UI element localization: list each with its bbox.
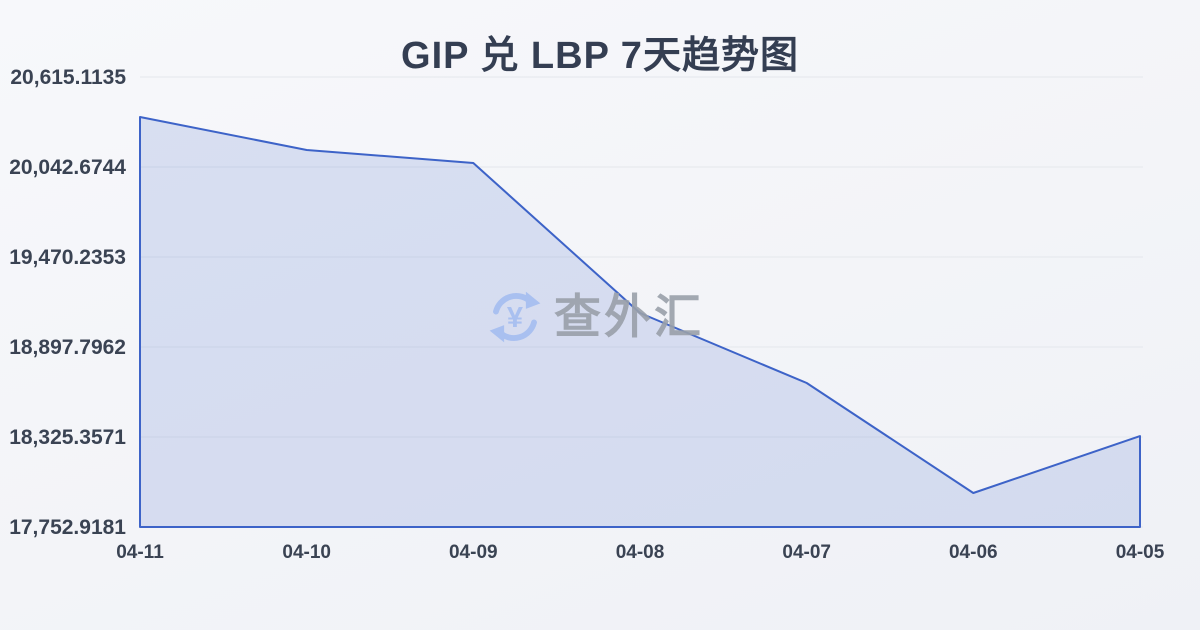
x-axis-tick-label: 04-06	[949, 542, 998, 563]
chart-title: GIP 兑 LBP 7天趋势图	[401, 35, 799, 77]
trend-area-series	[139, 116, 1141, 528]
x-axis-tick-label: 04-07	[782, 542, 831, 563]
y-axis-tick-label: 20,042.6744	[9, 156, 126, 179]
y-axis-tick-label: 17,752.9181	[9, 516, 126, 539]
y-axis-tick-label: 19,470.2353	[9, 246, 126, 269]
x-axis-tick-label: 04-08	[616, 542, 665, 563]
y-axis-tick-label: 20,615.1135	[10, 66, 126, 89]
x-axis-tick-label: 04-11	[116, 542, 164, 563]
x-axis-tick-label: 04-09	[449, 542, 498, 563]
y-axis-tick-label: 18,897.7962	[9, 336, 126, 359]
x-axis-tick-label: 04-05	[1116, 542, 1165, 563]
y-axis-tick-label: 18,325.3571	[9, 426, 126, 449]
x-axis-tick-label: 04-10	[282, 542, 331, 563]
